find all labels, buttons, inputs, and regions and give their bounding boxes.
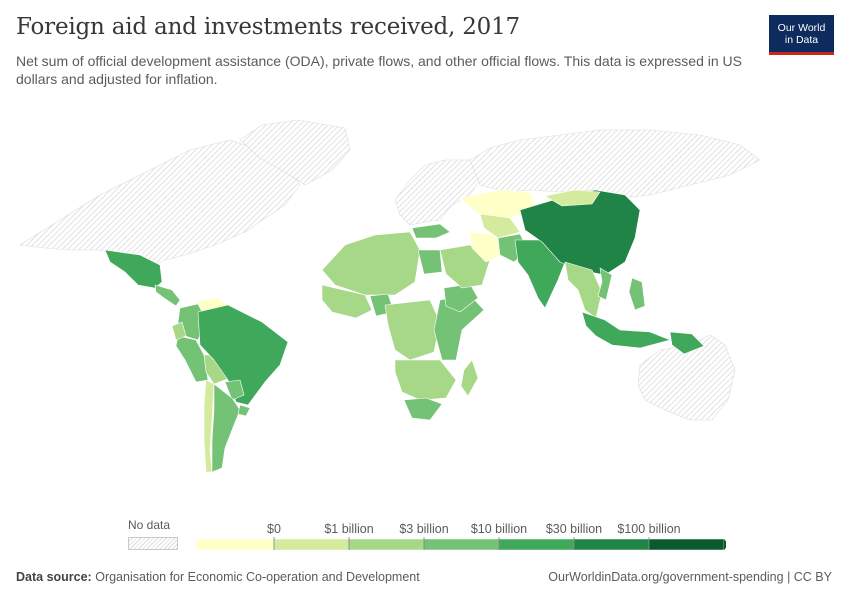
region-uruguay[interactable]: [237, 404, 251, 417]
legend-arrow-right: [724, 539, 726, 550]
region-turkey[interactable]: [411, 223, 451, 239]
legend-label-4: $10 billion: [471, 522, 527, 536]
data-source: Data source: Organisation for Economic C…: [16, 570, 420, 584]
legend-no-data-label: No data: [128, 518, 171, 532]
region-west-africa[interactable]: [321, 284, 373, 319]
source-url-link[interactable]: OurWorldinData.org/government-spending |…: [548, 570, 832, 584]
region-central-asia[interactable]: [479, 213, 521, 239]
data-source-label: Data source:: [16, 570, 92, 584]
legend-bin-3[interactable]: [423, 538, 500, 551]
region-russia[interactable]: [469, 129, 761, 199]
region-saudi-arabia[interactable]: [439, 244, 491, 289]
region-south-africa[interactable]: [403, 397, 443, 421]
legend-label-2: $1 billion: [324, 522, 373, 536]
region-argentina[interactable]: [211, 383, 241, 473]
region-central-africa[interactable]: [384, 299, 441, 361]
legend-bin-2[interactable]: [348, 538, 425, 551]
legend-bin-0[interactable]: [198, 538, 275, 551]
logo-line-1: Our World: [777, 21, 826, 34]
legend-bin-4[interactable]: [498, 538, 575, 551]
legend-label-6: $100 billion: [617, 522, 680, 536]
region-philippines[interactable]: [628, 277, 646, 311]
region-brazil[interactable]: [197, 304, 289, 406]
region-mongolia[interactable]: [544, 189, 601, 207]
legend-arrow-left: [196, 539, 199, 550]
legend-label-3: $3 billion: [399, 522, 448, 536]
region-peru[interactable]: [175, 335, 209, 383]
region-indonesia[interactable]: [581, 311, 671, 349]
region-china[interactable]: [519, 189, 641, 276]
chart-title: Foreign aid and investments received, 20…: [16, 14, 520, 40]
legend-no-data-swatch[interactable]: [128, 537, 178, 550]
region-ecuador[interactable]: [171, 321, 187, 341]
region-madagascar[interactable]: [460, 359, 479, 397]
legend-label-5: $30 billion: [546, 522, 602, 536]
region-north-africa[interactable]: [321, 231, 421, 296]
region-greenland[interactable]: [239, 119, 351, 186]
legend-bin-1[interactable]: [273, 538, 350, 551]
region-southern-africa[interactable]: [394, 359, 457, 401]
region-mexico[interactable]: [104, 249, 163, 289]
legend-bin-6[interactable]: [648, 538, 725, 551]
region-central-america[interactable]: [154, 284, 181, 307]
region-egypt[interactable]: [417, 249, 443, 275]
chart-subtitle: Net sum of official development assistan…: [16, 53, 742, 87]
region-iran[interactable]: [469, 231, 503, 263]
region-north-america[interactable]: [19, 139, 301, 269]
logo-line-2: in Data: [784, 33, 819, 46]
legend-label-1: $0: [267, 522, 281, 536]
region-papua-new-guinea[interactable]: [669, 331, 705, 355]
data-source-text: Organisation for Economic Co-operation a…: [95, 570, 420, 584]
region-paraguay[interactable]: [224, 379, 245, 401]
world-map: [19, 119, 761, 473]
legend-bin-5[interactable]: [573, 538, 650, 551]
region-southeast-asia[interactable]: [564, 261, 603, 319]
legend-color-scale: $0 $1 billion $3 billion $10 billion $30 bil…: [196, 522, 726, 551]
owid-logo[interactable]: Our World in Data: [769, 15, 834, 55]
region-vietnam[interactable]: [597, 267, 613, 301]
region-europe[interactable]: [394, 159, 481, 226]
